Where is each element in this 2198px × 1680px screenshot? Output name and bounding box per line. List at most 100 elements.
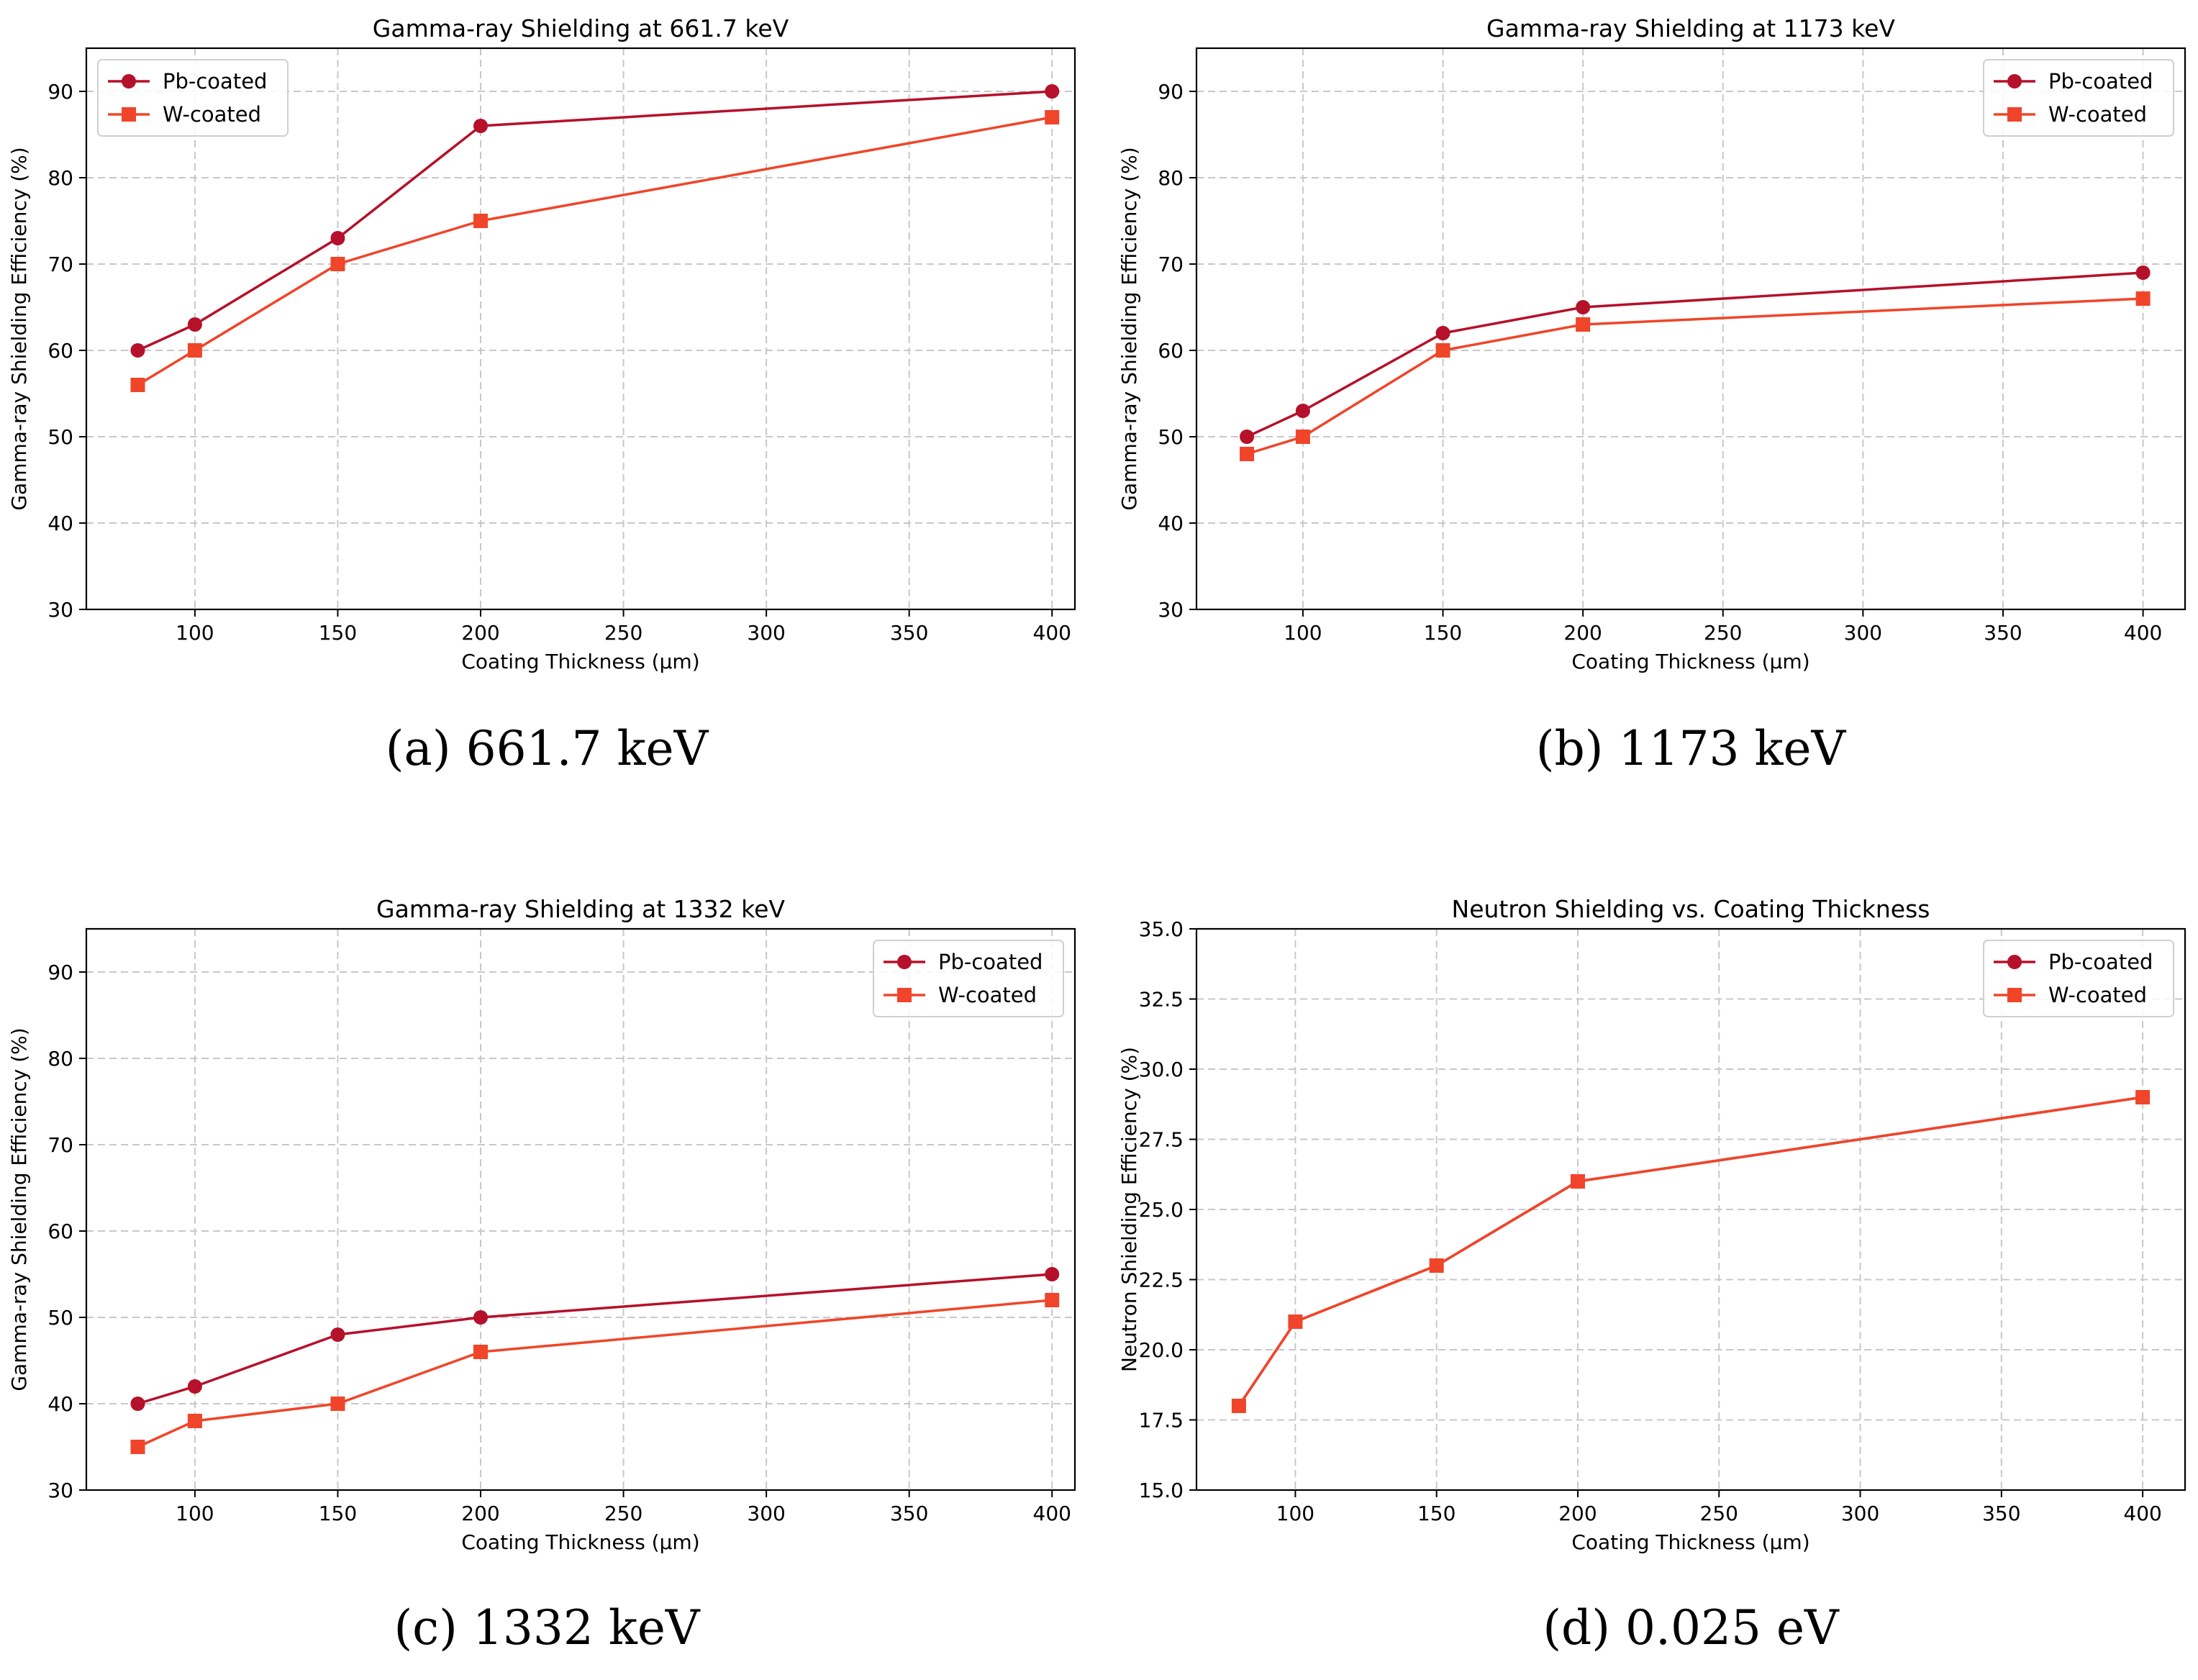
x-tick-label: 150 bbox=[1417, 1502, 1456, 1525]
legend-marker-square bbox=[897, 988, 912, 1002]
data-point-pb-coated bbox=[473, 1310, 489, 1325]
x-tick-label: 200 bbox=[461, 1502, 499, 1525]
y-tick-label: 40 bbox=[47, 1392, 73, 1416]
data-point-w-coated bbox=[1045, 110, 1060, 124]
data-point-pb-coated bbox=[1045, 84, 1060, 99]
x-tick-label: 350 bbox=[1982, 1502, 2020, 1525]
x-tick-label: 350 bbox=[890, 621, 928, 645]
data-point-pb-coated bbox=[1295, 404, 1310, 418]
series-line-w-coated bbox=[137, 1299, 1053, 1448]
x-tick-label: 300 bbox=[747, 621, 785, 645]
data-point-w-coated bbox=[473, 1345, 489, 1359]
legend-label: W-coated bbox=[163, 102, 261, 127]
y-tick-label: 70 bbox=[47, 253, 73, 276]
caption-letter: (c) bbox=[394, 1600, 457, 1656]
data-point-w-coated bbox=[2135, 291, 2151, 306]
caption-letter: (a) bbox=[386, 721, 451, 776]
axes-frame bbox=[85, 927, 1076, 1491]
legend-box bbox=[1983, 940, 2174, 1017]
x-tick-label: 150 bbox=[1424, 621, 1462, 645]
y-tick-label: 90 bbox=[47, 961, 73, 984]
data-point-pb-coated bbox=[330, 231, 345, 245]
x-tick-label: 200 bbox=[1563, 621, 1602, 645]
y-tick-label: 90 bbox=[47, 80, 73, 104]
subfigure-caption: (c) 1332 keV bbox=[394, 1600, 700, 1656]
x-tick-label: 250 bbox=[1704, 621, 1742, 645]
legend-marker-circle bbox=[122, 74, 136, 88]
legend: Pb-coated W-coated bbox=[873, 940, 1064, 1017]
legend: Pb-coated W-coated bbox=[1983, 940, 2174, 1017]
chart-panel-3: 100 150 200 250 300 350 400 30 40 50 60 70 80 90 Gamma… bbox=[7, 895, 1076, 1656]
legend-label: W-coated bbox=[2048, 983, 2147, 1007]
data-point-pb-coated bbox=[1045, 1267, 1060, 1281]
x-tick-label: 100 bbox=[176, 1502, 214, 1525]
data-point-w-coated bbox=[1295, 430, 1310, 444]
chart-title: Gamma-ray Shielding at 1332 keV bbox=[376, 895, 785, 923]
legend-label: W-coated bbox=[938, 983, 1037, 1007]
y-tick-label: 30 bbox=[47, 1479, 73, 1502]
series-line-pb-coated bbox=[1246, 271, 2143, 438]
caption-text: 661.7 keV bbox=[451, 721, 709, 776]
data-point-w-coated bbox=[2135, 1090, 2151, 1104]
x-tick-label: 150 bbox=[319, 1502, 357, 1525]
legend-box bbox=[1983, 59, 2174, 137]
x-tick-label: 200 bbox=[461, 621, 499, 645]
data-point-pb-coated bbox=[2135, 265, 2151, 280]
data-point-w-coated bbox=[187, 343, 202, 358]
data-point-pb-coated bbox=[473, 119, 489, 133]
data-point-pb-coated bbox=[130, 343, 145, 358]
data-point-w-coated bbox=[1045, 1293, 1060, 1307]
y-tick-label: 70 bbox=[47, 1133, 73, 1157]
y-tick-label: 30.0 bbox=[1139, 1058, 1184, 1081]
legend-marker-circle bbox=[897, 955, 912, 969]
y-tick-label: 60 bbox=[1158, 339, 1184, 363]
data-point-w-coated bbox=[1231, 1399, 1246, 1413]
y-tick-label: 50 bbox=[47, 1306, 73, 1330]
y-tick-label: 50 bbox=[1158, 425, 1184, 449]
subfigure-caption: (b) 1173 keV bbox=[1536, 721, 1847, 776]
y-tick-label: 20.0 bbox=[1139, 1338, 1184, 1362]
legend-label: Pb-coated bbox=[938, 950, 1043, 974]
data-point-pb-coated bbox=[187, 1379, 202, 1394]
data-point-w-coated bbox=[1576, 317, 1591, 332]
legend-marker-square bbox=[2007, 107, 2022, 122]
caption-text: 1173 keV bbox=[1604, 721, 1847, 776]
y-tick-label: 60 bbox=[47, 339, 73, 363]
chart-title: Gamma-ray Shielding at 1173 keV bbox=[1486, 14, 1895, 42]
data-point-pb-coated bbox=[1240, 430, 1255, 444]
chart-title: Gamma-ray Shielding at 661.7 keV bbox=[373, 14, 789, 42]
data-point-w-coated bbox=[1570, 1174, 1585, 1189]
y-tick-label: 32.5 bbox=[1139, 988, 1184, 1012]
data-point-w-coated bbox=[1240, 447, 1255, 461]
legend-label: W-coated bbox=[2048, 102, 2147, 127]
chart-title: Neutron Shielding vs. Coating Thickness bbox=[1452, 895, 1930, 923]
data-point-pb-coated bbox=[1576, 300, 1591, 314]
y-tick-label: 80 bbox=[47, 1047, 73, 1071]
y-tick-label: 40 bbox=[1158, 512, 1184, 535]
x-tick-label: 400 bbox=[2124, 621, 2162, 645]
data-point-w-coated bbox=[330, 1397, 345, 1411]
data-point-w-coated bbox=[187, 1414, 202, 1428]
x-tick-label: 100 bbox=[1276, 1502, 1314, 1525]
legend-marker-square bbox=[2007, 988, 2022, 1002]
y-tick-label: 80 bbox=[1158, 166, 1184, 190]
legend-label: Pb-coated bbox=[163, 69, 267, 94]
x-tick-label: 300 bbox=[747, 1502, 785, 1525]
data-point-pb-coated bbox=[330, 1327, 345, 1342]
x-tick-label: 300 bbox=[1844, 621, 1882, 645]
caption-text: 0.025 eV bbox=[1610, 1600, 1840, 1656]
data-point-pb-coated bbox=[130, 1397, 145, 1411]
x-tick-label: 200 bbox=[1558, 1502, 1597, 1525]
x-tick-label: 300 bbox=[1841, 1502, 1879, 1525]
y-tick-label: 70 bbox=[1158, 253, 1184, 276]
legend: Pb-coated W-coated bbox=[97, 59, 289, 137]
data-point-pb-coated bbox=[1435, 326, 1450, 340]
data-point-w-coated bbox=[130, 378, 145, 392]
axes-frame bbox=[1195, 927, 2186, 1491]
data-point-w-coated bbox=[1435, 343, 1450, 358]
legend-marker-circle bbox=[2007, 955, 2022, 969]
y-tick-label: 17.5 bbox=[1139, 1409, 1184, 1432]
x-tick-label: 250 bbox=[604, 621, 642, 645]
